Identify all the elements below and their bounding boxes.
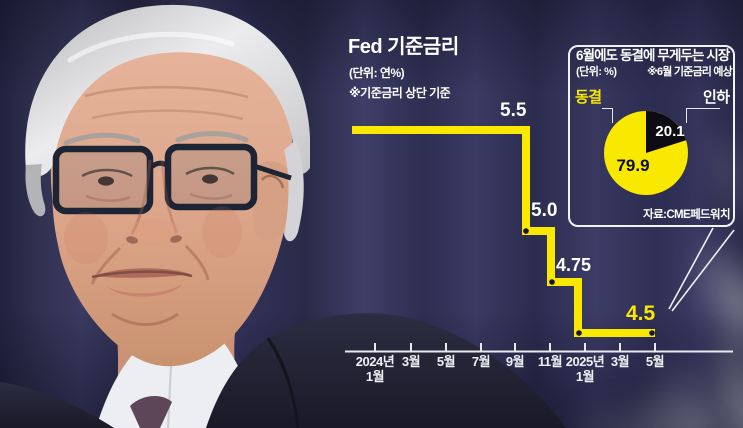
nostril [170, 235, 182, 243]
data-point-4.5-end [649, 330, 655, 336]
nasolabial-fold [90, 246, 122, 285]
nostril [126, 236, 138, 244]
legend-cut-leader-line [686, 108, 720, 123]
x-label-sep: 9월 [505, 354, 525, 369]
eye-bag-right [189, 192, 233, 200]
value-label-4.5: 4.5 [626, 302, 656, 325]
x-label-2025-mar: 3월 [610, 354, 630, 369]
eyebrow-left [63, 132, 141, 146]
data-point-4.75 [549, 279, 555, 285]
upper-lip [94, 268, 190, 278]
cheek [64, 212, 108, 264]
legend-freeze: 동결 [575, 89, 602, 106]
eye-left [98, 176, 114, 186]
x-label-2025-may: 5월 [645, 354, 665, 369]
value-label-5.0: 5.0 [531, 200, 558, 221]
inset-title: 6월에도 동결에 무게두는 시장 [576, 48, 730, 63]
pie-value-cut: 20.1 [655, 123, 685, 140]
nasolabial-fold [184, 244, 210, 281]
pie-chart [604, 111, 688, 195]
nose-tip [130, 218, 178, 246]
callout-pointer [668, 227, 735, 312]
chart-unit: (단위: 연%) [349, 66, 405, 80]
lip-seam [91, 270, 193, 279]
nose-line [130, 159, 152, 235]
suit-lapel [266, 337, 300, 428]
data-point-5.0 [523, 228, 529, 234]
eyelid-right [185, 166, 235, 176]
tie [130, 396, 172, 428]
forehead-wrinkle [84, 85, 249, 99]
eyelid-left [81, 168, 133, 178]
legend-freeze-leader-line [602, 108, 613, 123]
data-point-4.5-start [576, 330, 582, 336]
x-label-2024-jan: 2024년 1월 [355, 354, 395, 384]
x-label-nov: 11월 [537, 354, 563, 369]
value-label-4.75: 4.75 [556, 255, 592, 275]
x-axis-ticks [374, 343, 656, 351]
chart-title: Fed 기준금리 [348, 36, 459, 58]
powell-portrait-photo [0, 4, 566, 428]
hair-highlight [67, 31, 235, 63]
nose-line [160, 159, 179, 234]
chin-crease [111, 312, 179, 326]
lower-lip [104, 283, 182, 297]
legend-cut: 인하 [703, 89, 730, 106]
cheek [202, 206, 242, 258]
glasses [52, 143, 292, 215]
source-credit: 자료:CME페드워치 [643, 209, 730, 221]
inset-unit: (단위: %) [576, 66, 617, 78]
inset-note: ※6월 기준금리 예상 [647, 66, 733, 78]
eye-bag-left [85, 194, 131, 202]
x-label-jul: 7월 [471, 354, 491, 369]
x-label-may: 5월 [436, 354, 456, 369]
pie-slice-cut [646, 111, 687, 153]
rate-step-line [352, 126, 655, 337]
pie-value-freeze: 79.9 [616, 156, 650, 175]
chart-note: ※기준금리 상단 기준 [349, 86, 451, 100]
eye-right [202, 174, 218, 184]
hair-side-left [25, 164, 46, 217]
forehead-wrinkle [91, 109, 244, 121]
x-label-2025-jan: 2025년 1월 [565, 354, 605, 384]
ear [252, 161, 296, 241]
suit-left-shoulder [0, 382, 114, 428]
x-label-mar: 3월 [401, 354, 421, 369]
ear-detail [261, 174, 285, 189]
hair-side-right [284, 140, 304, 242]
eyebrow-right [175, 131, 249, 143]
value-label-5.5: 5.5 [500, 100, 527, 121]
suit-right-shoulder [206, 313, 566, 428]
face [50, 24, 293, 367]
